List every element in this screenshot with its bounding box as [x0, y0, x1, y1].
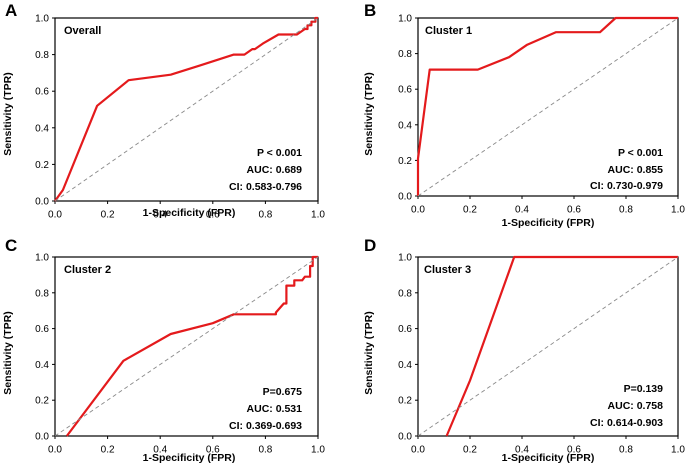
reference-diagonal-line	[417, 17, 679, 197]
auc-text: AUC: 0.758	[608, 400, 664, 412]
y-tick-label: 0.0	[35, 432, 49, 443]
x-tick-label: 0.6	[567, 204, 581, 215]
y-tick-label: 0.2	[398, 396, 412, 407]
x-tick-label: 0.8	[258, 209, 272, 220]
p-value-text: P=0.139	[624, 383, 664, 395]
x-tick-label: 0.4	[153, 444, 167, 455]
panel-letter: D	[364, 236, 376, 255]
x-tick-label: 0.4	[153, 209, 167, 220]
plot-frame	[417, 17, 679, 197]
x-tick-label: 0.4	[515, 204, 529, 215]
x-tick-label: 0.6	[567, 444, 581, 455]
x-tick-label: 0.6	[206, 209, 220, 220]
y-tick-label: 0.8	[35, 288, 49, 299]
x-tick-label: 0.2	[463, 204, 477, 215]
ci-text: CI: 0.369-0.693	[229, 420, 302, 432]
panel-title: Overall	[64, 25, 101, 37]
y-axis-label: Sensitivity (TPR)	[363, 311, 375, 394]
panel-d: D Cluster 3 1-Specificity (FPR) Sensitiv…	[363, 236, 685, 464]
x-tick-label: 0.2	[101, 209, 115, 220]
y-tick-label: 1.0	[398, 14, 412, 25]
x-axis-label: 1-Specificity (FPR)	[502, 452, 595, 464]
y-tick-label: 0.2	[35, 396, 49, 407]
p-value-text: P < 0.001	[257, 147, 302, 159]
p-value-text: P < 0.001	[618, 147, 663, 159]
x-axis-label: 1-Specificity (FPR)	[502, 217, 595, 229]
y-tick-label: 0.6	[35, 324, 49, 335]
y-tick-label: 0.0	[398, 432, 412, 443]
y-tick-label: 0.2	[398, 156, 412, 167]
panel-letter: C	[5, 236, 17, 255]
y-tick-label: 1.0	[398, 253, 412, 264]
panel-b: B Cluster 1 1-Specificity (FPR) Sensitiv…	[363, 1, 685, 229]
x-tick-label: 0.8	[619, 444, 633, 455]
x-tick-label: 1.0	[311, 209, 325, 220]
ci-text: CI: 0.583-0.796	[229, 181, 302, 193]
x-tick-label: 1.0	[311, 444, 325, 455]
panel-letter: A	[5, 1, 17, 20]
y-tick-label: 0.4	[35, 360, 49, 371]
panel-title: Cluster 2	[64, 264, 111, 276]
p-value-text: P=0.675	[263, 386, 303, 398]
reference-diagonal-line	[417, 256, 679, 437]
y-tick-label: 0.8	[398, 49, 412, 60]
x-tick-label: 0.2	[101, 444, 115, 455]
y-tick-label: 0.0	[398, 192, 412, 203]
x-tick-label: 0.8	[258, 444, 272, 455]
y-tick-label: 1.0	[35, 253, 49, 264]
y-tick-label: 0.6	[398, 85, 412, 96]
x-axis-label: 1-Specificity (FPR)	[143, 452, 236, 464]
roc-curve	[54, 16, 318, 202]
panel-title: Cluster 3	[424, 264, 471, 276]
auc-text: AUC: 0.531	[247, 403, 303, 415]
ci-text: CI: 0.730-0.979	[590, 180, 663, 192]
y-axis-label: Sensitivity (TPR)	[2, 311, 14, 394]
x-tick-label: 0.6	[206, 444, 220, 455]
panel-a: A Overall 1-Specificity (FPR) Sensitivit…	[2, 1, 325, 220]
y-tick-label: 0.6	[35, 87, 49, 98]
x-tick-label: 0.0	[48, 209, 62, 220]
auc-text: AUC: 0.855	[608, 164, 664, 176]
x-tick-label: 1.0	[671, 204, 685, 215]
y-tick-label: 0.4	[398, 360, 412, 371]
x-tick-label: 0.0	[411, 444, 425, 455]
x-tick-label: 0.8	[619, 204, 633, 215]
y-tick-label: 0.4	[35, 123, 49, 134]
panel-c: C Cluster 2 1-Specificity (FPR) Sensitiv…	[2, 236, 325, 464]
x-axis-label: 1-Specificity (FPR)	[143, 207, 236, 219]
plot-frame	[54, 256, 319, 437]
roc-curve	[65, 255, 318, 437]
auc-text: AUC: 0.689	[247, 164, 303, 176]
y-tick-label: 0.6	[398, 324, 412, 335]
y-tick-label: 0.4	[398, 120, 412, 131]
y-axis-label: Sensitivity (TPR)	[363, 72, 375, 155]
y-tick-label: 0.8	[398, 288, 412, 299]
x-tick-label: 0.0	[411, 204, 425, 215]
x-tick-label: 1.0	[671, 444, 685, 455]
y-tick-label: 1.0	[35, 14, 49, 25]
panel-letter: B	[364, 1, 376, 20]
y-tick-label: 0.0	[35, 197, 49, 208]
x-tick-label: 0.0	[48, 444, 62, 455]
y-axis-label: Sensitivity (TPR)	[2, 72, 14, 155]
y-tick-label: 0.2	[35, 160, 49, 171]
x-tick-label: 0.2	[463, 444, 477, 455]
ci-text: CI: 0.614-0.903	[590, 417, 663, 429]
roc-curve	[445, 255, 678, 437]
x-tick-label: 0.4	[515, 444, 529, 455]
reference-diagonal-line	[54, 17, 319, 202]
plot-frame	[54, 17, 319, 202]
roc-curve	[416, 16, 678, 196]
y-tick-label: 0.8	[35, 50, 49, 61]
panel-title: Cluster 1	[425, 25, 472, 37]
